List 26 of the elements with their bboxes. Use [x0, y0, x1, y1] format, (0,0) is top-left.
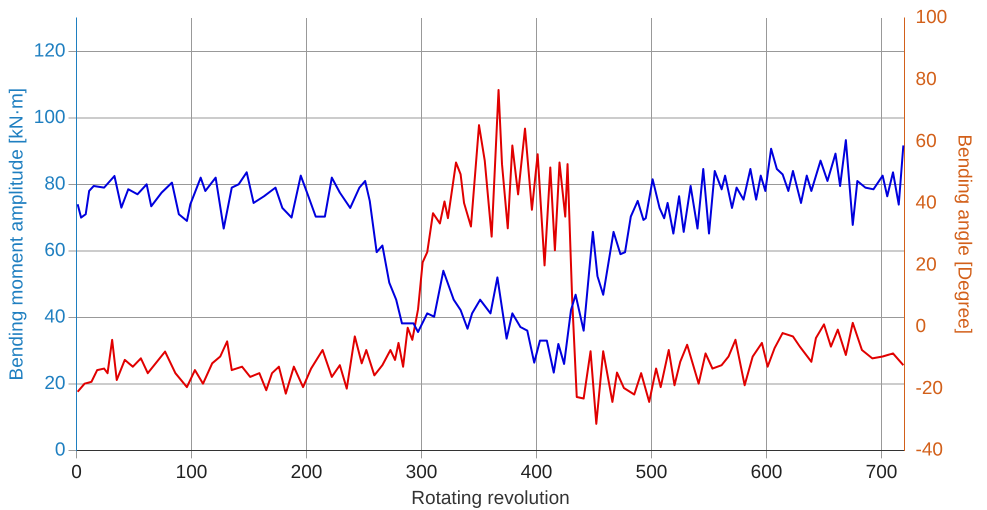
y-tick-label: 80: [44, 174, 66, 195]
y2-tick-label: -40: [916, 440, 943, 461]
x-tick-label: 100: [176, 462, 208, 484]
y2-tick-label: 40: [916, 192, 937, 214]
y-tick-label: 0: [54, 440, 66, 461]
y-tick-label: 120: [34, 40, 66, 62]
y2-tick-label: 0: [916, 316, 926, 338]
y2-axis-title: Bending angle [Degree]: [953, 134, 974, 334]
y2-tick-label: 100: [916, 7, 948, 28]
x-tick-label: 300: [406, 462, 438, 484]
y-tick-label: 20: [44, 373, 66, 394]
y2-tick-label: 60: [916, 130, 937, 152]
x-tick-label: 0: [71, 462, 82, 484]
y-tick-label: 40: [44, 306, 66, 328]
x-tick-label: 700: [866, 462, 898, 484]
x-tick-label: 600: [750, 462, 782, 484]
y-tick-label: 100: [34, 107, 66, 128]
y-axis-title: Bending moment amplitude [kN·m]: [6, 88, 28, 380]
y2-tick-label: -20: [916, 378, 943, 399]
x-tick-label: 500: [636, 462, 668, 484]
y-tick-label: 60: [44, 240, 66, 262]
y2-tick-label: 20: [916, 254, 937, 276]
x-tick-label: 200: [290, 462, 322, 484]
x-tick-label: 400: [520, 462, 552, 484]
x-axis-title: Rotating revolution: [411, 488, 570, 509]
y2-tick-label: 80: [916, 69, 937, 90]
